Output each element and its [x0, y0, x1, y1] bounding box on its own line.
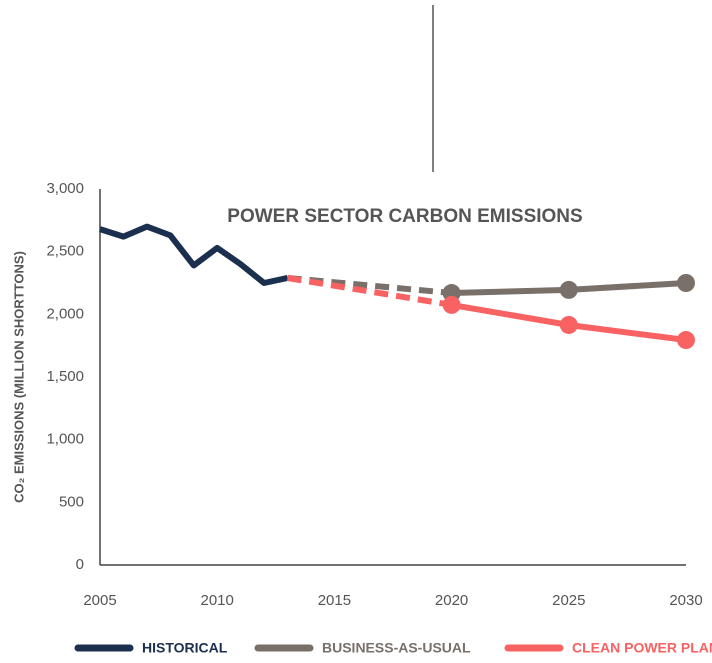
- y-tick-label: 1,500: [46, 368, 84, 385]
- projection-line: [287, 275, 453, 308]
- marker: [677, 274, 695, 292]
- marker: [559, 280, 578, 299]
- x-tick-label: 2020: [435, 592, 468, 609]
- y-tick-label: 3,000: [46, 180, 84, 197]
- y-tick-label: 500: [59, 493, 84, 510]
- x-tick-label: 2010: [201, 592, 234, 609]
- y-tick-label: 1,000: [46, 431, 84, 448]
- legend-label: HISTORICAL: [142, 640, 228, 656]
- legend-label: CLEAN POWER PLAN: [572, 640, 712, 656]
- chart-title: POWER SECTOR CARBON EMISSIONS: [227, 206, 582, 227]
- y-tick-label: 2,000: [46, 305, 84, 322]
- x-tick-label: 2025: [552, 592, 585, 609]
- legend-label: BUSINESS-AS-USUAL: [322, 640, 471, 656]
- x-tick-label: 2030: [669, 592, 702, 609]
- x-tick-label: 2005: [83, 592, 116, 609]
- y-tick-label: 0: [76, 556, 84, 573]
- y-tick-label: 2,500: [46, 243, 84, 260]
- marker: [677, 331, 695, 350]
- x-tick-label: 2015: [318, 592, 351, 609]
- y-axis-label: CO₂ EMISSIONS (MILLION SHORTTONS): [11, 251, 26, 503]
- marker: [442, 295, 461, 314]
- marker: [559, 315, 578, 334]
- series-line: [99, 223, 289, 286]
